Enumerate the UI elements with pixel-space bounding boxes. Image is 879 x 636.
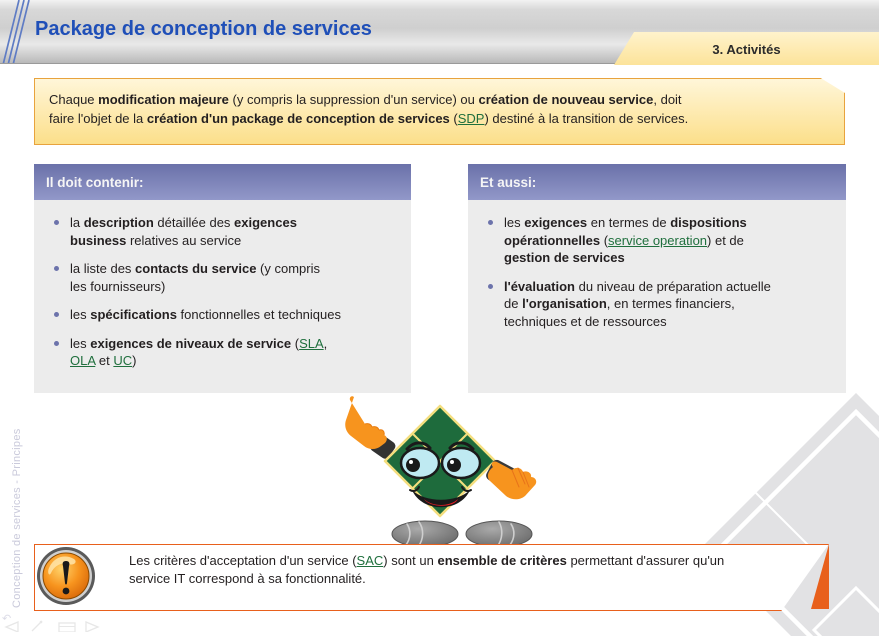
svg-text:↶: ↶: [2, 613, 11, 625]
